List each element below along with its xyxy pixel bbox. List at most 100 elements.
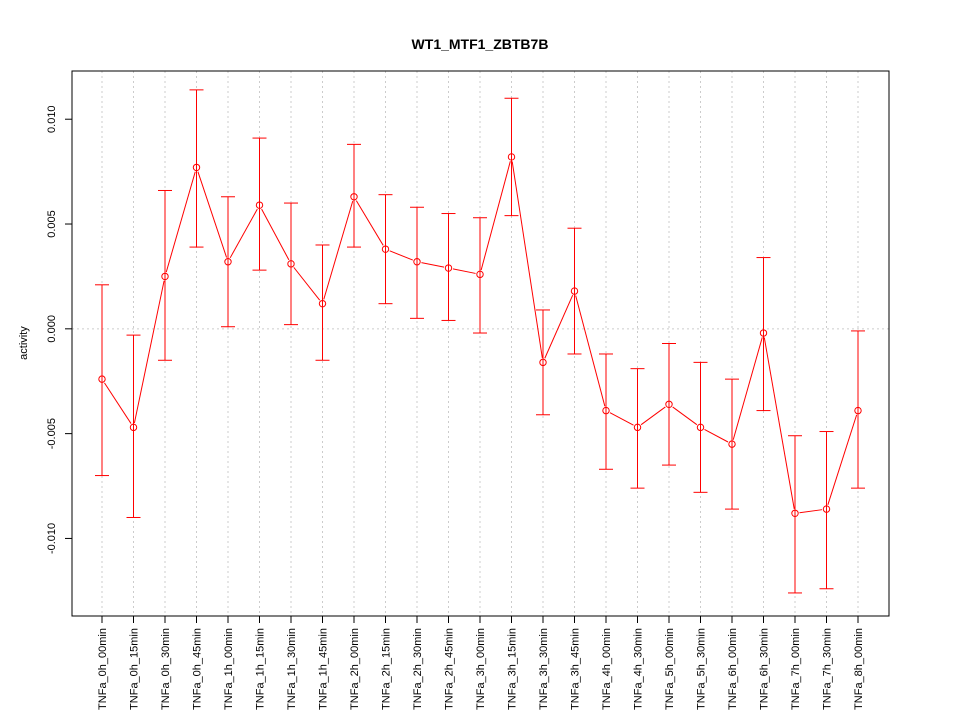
series-line-segment: [732, 337, 763, 440]
y-tick-label: 0.010: [46, 105, 58, 133]
series-line-segment: [480, 161, 511, 271]
x-tick-label: TNFa_3h_00min: [475, 628, 487, 710]
series-line-segment: [104, 382, 132, 424]
data-point: [381, 245, 390, 253]
data-point: [696, 423, 705, 432]
error-bar: [756, 257, 771, 412]
x-tick-label: TNFa_4h_00min: [601, 628, 613, 710]
data-point: [507, 153, 516, 161]
data-point: [224, 258, 232, 266]
series-line-segment: [197, 171, 228, 258]
series-line-segment: [544, 295, 574, 359]
x-tick-label: TNFa_4h_30min: [633, 628, 645, 710]
error-bar: [536, 309, 550, 416]
error-bar: [221, 196, 235, 328]
data-point: [602, 406, 610, 415]
chart-title: WT1_MTF1_ZBTB7B: [412, 36, 549, 52]
data-point: [129, 423, 138, 432]
series-line-segment: [827, 414, 858, 505]
series-line-segment: [511, 161, 543, 358]
series-line-segment: [763, 337, 795, 509]
series-layer: [95, 89, 865, 594]
error-bar: [693, 361, 708, 493]
error-bar: [630, 368, 645, 489]
data-point: [633, 423, 642, 432]
x-tick-label: TNFa_8h_00min: [853, 628, 865, 710]
error-bar: [378, 194, 393, 305]
error-bar: [788, 435, 802, 594]
series-line-segment: [323, 200, 354, 300]
error-bar: [662, 343, 676, 466]
series-line-segment: [609, 412, 634, 426]
x-tick-label: TNFa_1h_30min: [286, 628, 298, 710]
series-line-segment: [704, 429, 729, 443]
error-bar: [252, 137, 267, 271]
x-tick-label: TNFa_0h_45min: [192, 628, 204, 710]
series-line-segment: [261, 208, 290, 261]
x-tick-label: TNFa_5h_30min: [696, 628, 708, 710]
error-bar: [599, 353, 613, 470]
data-point: [444, 264, 453, 272]
grid-layer: [72, 71, 889, 616]
error-bar: [284, 202, 298, 326]
data-point: [791, 509, 799, 517]
error-bar: [95, 284, 109, 477]
x-tick-label: TNFa_7h_00min: [790, 628, 802, 710]
x-tick-label: TNFa_7h_30min: [822, 628, 834, 710]
error-bar: [315, 244, 330, 361]
data-point: [570, 287, 579, 295]
series-line-segment: [799, 509, 823, 514]
x-tick-label: TNFa_6h_30min: [759, 628, 771, 710]
series-line-segment: [293, 267, 321, 301]
x-tick-label: TNFa_0h_30min: [160, 628, 172, 710]
x-tick-label: TNFa_6h_00min: [727, 628, 739, 710]
x-tick-label: TNFa_3h_15min: [507, 628, 519, 710]
data-point: [476, 270, 484, 279]
x-tick-label: TNFa_3h_45min: [570, 628, 582, 710]
y-axis: -0.010 -0.005 0.000 0.005 0.010: [46, 105, 72, 554]
x-tick-label: TNFa_2h_45min: [444, 628, 456, 710]
series-line-segment: [575, 295, 606, 407]
data-point: [413, 258, 421, 266]
error-bar: [347, 143, 361, 248]
series-line-segment: [389, 250, 414, 261]
y-tick-label: 0.000: [46, 315, 58, 343]
x-tick-label: TNFa_5h_00min: [664, 628, 676, 710]
data-point: [665, 400, 673, 408]
series-line-segment: [133, 280, 165, 424]
data-point: [318, 299, 327, 308]
data-point: [350, 193, 358, 201]
series-line-segment: [640, 406, 666, 426]
error-bar: [725, 378, 739, 510]
data-point: [728, 440, 736, 448]
series-line-segment: [672, 406, 698, 426]
data-point: [98, 375, 106, 383]
y-tick-label: -0.005: [46, 418, 58, 449]
x-tick-label: TNFa_1h_45min: [318, 628, 330, 710]
error-bar: [851, 330, 865, 489]
series-line-segment: [452, 268, 476, 274]
series-line-segment: [421, 262, 445, 268]
x-tick-label: TNFa_2h_30min: [412, 628, 424, 710]
y-tick-label: 0.005: [46, 210, 58, 238]
series-line-segment: [355, 200, 384, 246]
error-bar: [126, 334, 141, 518]
x-tick-label: TNFa_2h_15min: [381, 628, 393, 710]
error-bar: [473, 217, 487, 334]
data-point: [192, 163, 201, 172]
error-bar: [158, 189, 172, 361]
data-point: [539, 358, 547, 367]
series-line-segment: [165, 171, 196, 273]
x-tick-label: TNFa_1h_00min: [223, 628, 235, 710]
series-line-segment: [229, 208, 258, 259]
x-tick-label: TNFa_0h_15min: [129, 628, 141, 710]
data-point: [759, 329, 768, 337]
x-tick-label: TNFa_2h_00min: [349, 628, 361, 710]
error-bar: [189, 89, 204, 248]
error-bar: [567, 227, 582, 355]
data-point: [161, 272, 169, 281]
data-point: [822, 505, 831, 513]
error-bar: [441, 213, 456, 321]
x-tick-label: TNFa_0h_00min: [97, 628, 109, 710]
